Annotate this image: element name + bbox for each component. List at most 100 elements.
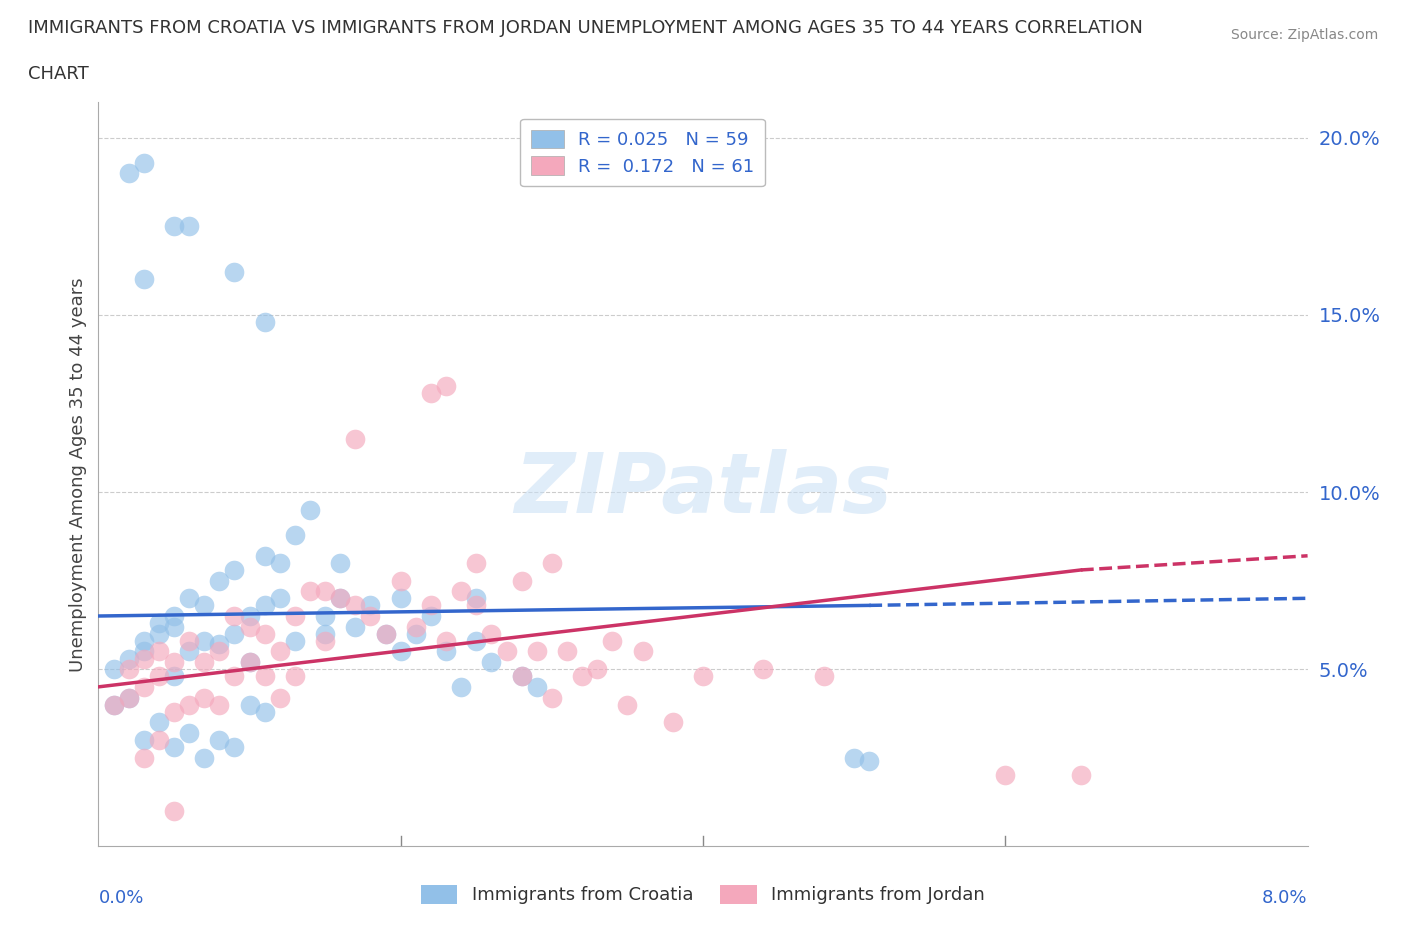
Point	[132, 751, 155, 765]
Point	[844, 751, 866, 765]
Point	[132, 651, 155, 666]
Point	[179, 698, 201, 712]
Point	[329, 591, 352, 605]
Point	[495, 644, 517, 658]
Point	[269, 690, 291, 705]
Point	[540, 555, 562, 570]
Point	[858, 754, 880, 769]
Y-axis label: Unemployment Among Ages 35 to 44 years: Unemployment Among Ages 35 to 44 years	[69, 277, 87, 671]
Point	[179, 219, 201, 233]
Text: ZIPatlas: ZIPatlas	[515, 448, 891, 530]
Point	[344, 432, 367, 446]
Point	[752, 662, 775, 677]
Point	[239, 608, 262, 623]
Point	[193, 655, 215, 670]
Point	[481, 655, 503, 670]
Point	[269, 555, 291, 570]
Point	[405, 619, 427, 634]
Point	[163, 739, 186, 754]
Point	[481, 626, 503, 641]
Point	[103, 698, 125, 712]
Point	[239, 655, 262, 670]
Point	[118, 690, 141, 705]
Point	[132, 644, 155, 658]
Point	[132, 680, 155, 695]
Point	[224, 563, 246, 578]
Point	[314, 626, 336, 641]
Point	[253, 704, 276, 719]
Point	[434, 644, 457, 658]
Legend: R = 0.025   N = 59, R =  0.172   N = 61: R = 0.025 N = 59, R = 0.172 N = 61	[520, 119, 765, 186]
Point	[239, 698, 262, 712]
Point	[193, 690, 215, 705]
Point	[163, 655, 186, 670]
Point	[253, 669, 276, 684]
Point	[179, 725, 201, 740]
Point	[420, 608, 443, 623]
Point	[510, 669, 533, 684]
Point	[193, 633, 215, 648]
Point	[374, 626, 396, 641]
Point	[253, 314, 276, 329]
Point	[163, 619, 186, 634]
Point	[526, 644, 548, 658]
Point	[434, 379, 457, 393]
Point	[148, 733, 170, 748]
Point	[284, 608, 307, 623]
Point	[314, 584, 336, 599]
Point	[163, 704, 186, 719]
Point	[132, 733, 155, 748]
Point	[208, 573, 231, 588]
Point	[586, 662, 609, 677]
Point	[299, 584, 322, 599]
Point	[1070, 768, 1092, 783]
Point	[450, 680, 472, 695]
Point	[148, 616, 170, 631]
Point	[420, 598, 443, 613]
Point	[253, 549, 276, 564]
Point	[420, 385, 443, 400]
Point	[284, 669, 307, 684]
Point	[450, 584, 472, 599]
Point	[284, 527, 307, 542]
Point	[661, 715, 683, 730]
Point	[193, 598, 215, 613]
Point	[193, 751, 215, 765]
Point	[118, 690, 141, 705]
Point	[692, 669, 714, 684]
Point	[148, 626, 170, 641]
Point	[208, 733, 231, 748]
Point	[103, 662, 125, 677]
Point	[208, 698, 231, 712]
Point	[813, 669, 835, 684]
Point	[132, 633, 155, 648]
Point	[360, 598, 382, 613]
Point	[132, 272, 155, 286]
Point	[389, 591, 412, 605]
Point	[510, 669, 533, 684]
Point	[132, 155, 155, 170]
Point	[434, 633, 457, 648]
Point	[540, 690, 562, 705]
Point	[344, 598, 367, 613]
Point	[239, 655, 262, 670]
Point	[208, 637, 231, 652]
Point	[239, 619, 262, 634]
Point	[344, 619, 367, 634]
Point	[602, 633, 624, 648]
Point	[465, 555, 488, 570]
Point	[510, 573, 533, 588]
Point	[360, 608, 382, 623]
Point	[148, 644, 170, 658]
Point	[163, 804, 186, 818]
Point	[269, 644, 291, 658]
Point	[994, 768, 1017, 783]
Point	[179, 644, 201, 658]
Point	[208, 644, 231, 658]
Point	[571, 669, 593, 684]
Point	[253, 626, 276, 641]
Point	[269, 591, 291, 605]
Point	[329, 555, 352, 570]
Point	[299, 502, 322, 517]
Point	[224, 669, 246, 684]
